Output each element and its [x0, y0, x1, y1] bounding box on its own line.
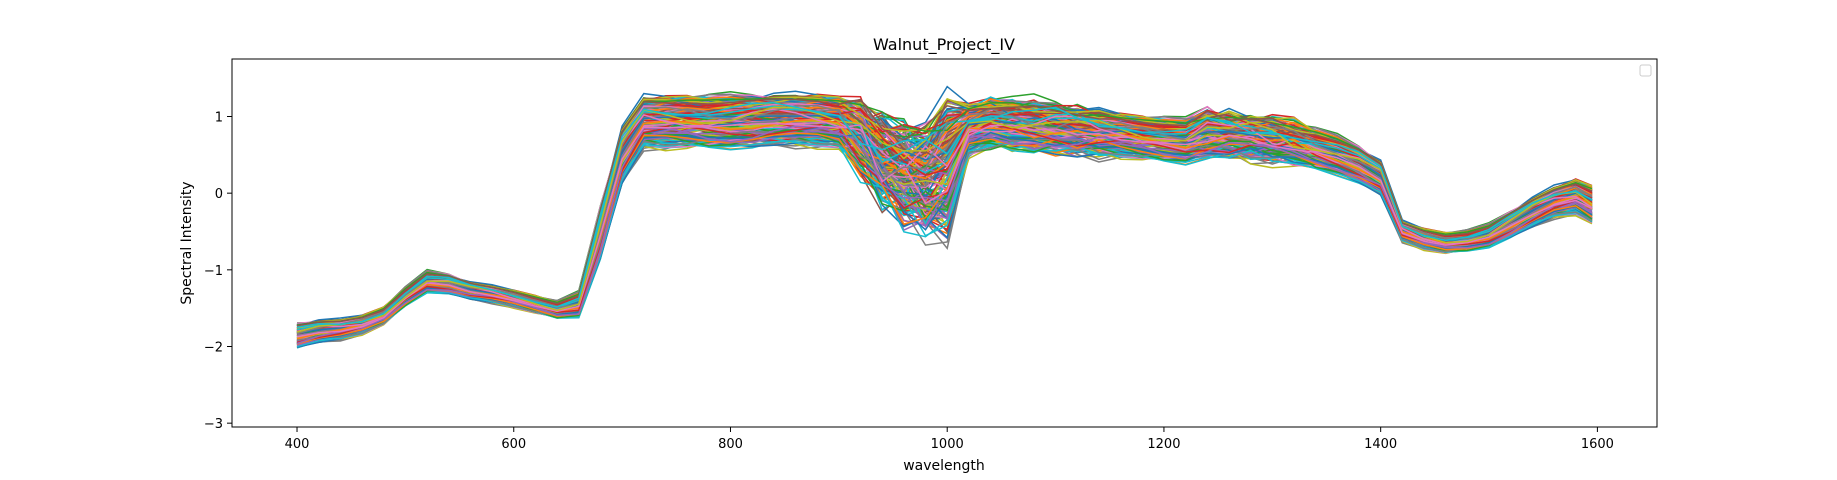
y-tick-label: 1: [215, 111, 223, 126]
spectrum-line: [296, 98, 1593, 327]
x-tick-label: 800: [718, 437, 743, 452]
plot-frame: [231, 58, 1658, 428]
y-axis: −3 −2 −1 0 1: [204, 111, 232, 432]
x-tick-label: 1000: [931, 437, 964, 452]
y-tick-label: 0: [215, 187, 223, 202]
y-axis-label: Spectral Intensity: [179, 181, 195, 304]
x-tick-label: 1600: [1581, 437, 1614, 452]
y-tick-label: −3: [204, 417, 223, 432]
legend-box: [1639, 64, 1652, 77]
chart-title: Walnut_Project_IV: [873, 35, 1015, 55]
x-tick-label: 600: [501, 437, 526, 452]
y-tick-label: −2: [204, 341, 223, 356]
spectrum-line: [296, 114, 1593, 335]
x-axis-label: wavelength: [903, 458, 985, 474]
x-axis: 400 600 800 1000 1200 1400 1600: [285, 427, 1614, 452]
x-tick-label: 1400: [1364, 437, 1397, 452]
x-tick-label: 1200: [1147, 437, 1180, 452]
y-tick-label: −1: [204, 264, 223, 279]
x-tick-label: 400: [285, 437, 310, 452]
spectra-lines: [296, 85, 1593, 349]
spectrum-line: [296, 102, 1593, 328]
spectrum-line: [296, 122, 1593, 338]
